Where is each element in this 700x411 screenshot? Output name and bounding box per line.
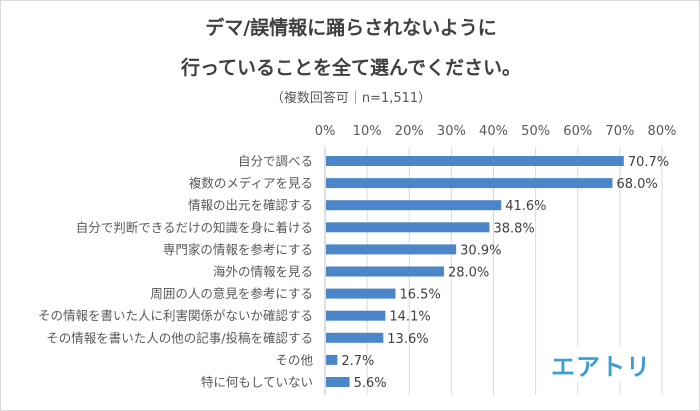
data-label: 38.8% [493,221,534,236]
bar [326,222,490,233]
data-label: 30.9% [460,243,501,258]
data-label: 41.6% [505,199,546,214]
x-tick-label: 70% [605,124,634,139]
x-tick-label: 20% [395,124,424,139]
category-label: 自分で調べる [238,154,313,169]
chart-title-line2: 行っていることを全て選んでください。 [180,57,522,79]
category-label: 専門家の情報を参考にする [163,242,313,257]
bar [326,156,624,166]
data-label: 5.6% [354,376,387,391]
category-label: 複数のメディアを見る [189,176,313,191]
category-label: 情報の出元を確認する [188,198,313,213]
x-tick-label: 10% [353,124,382,139]
data-label: 68.0% [616,177,657,192]
category-label: その情報を書いた人の他の記事/投稿を確認する [46,330,313,345]
bar [326,310,386,321]
bar [326,377,350,387]
x-tick-label: 80% [648,124,677,139]
bar [326,288,396,299]
bar [326,266,444,277]
x-tick-label: 60% [563,124,592,139]
data-label: 28.0% [448,266,489,281]
x-tick-label: 40% [479,124,508,139]
category-label: その他 [275,352,313,367]
chart-title-line1: デマ/誤情報に踊らされないように [205,17,497,39]
category-label: 特に何もしていない [201,375,313,390]
bar [326,332,384,343]
data-label: 16.5% [400,288,441,303]
data-label: 70.7% [628,155,669,170]
airtrip-logo: エアトリ [549,347,653,382]
x-tick-label: 50% [521,124,550,139]
data-label: 14.1% [389,310,430,325]
bar [326,354,338,365]
bar [326,200,502,211]
category-label: 周囲の人の意見を参考にする [150,286,313,301]
chart-subtitle: （複数回答可｜n=1,511） [270,91,432,106]
category-label: 自分で判断できるだけの知識を身に着ける [76,220,313,235]
bar [326,178,613,189]
x-tick-label: 0% [315,124,336,139]
x-tick-label: 30% [437,124,466,139]
data-label: 13.6% [387,332,428,347]
category-label: その情報を書いた人に利害関係がないか確認する [38,308,313,323]
bar [326,244,457,255]
category-label: 海外の情報を見る [213,264,313,279]
data-label: 2.7% [341,354,374,369]
